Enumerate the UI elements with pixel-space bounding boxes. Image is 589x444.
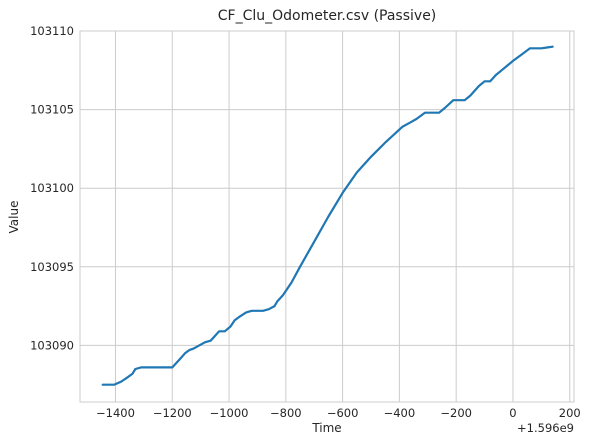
x-tick-label: −800	[270, 406, 302, 420]
x-axis-label: Time	[311, 421, 341, 435]
x-tick-label: −400	[384, 406, 416, 420]
y-axis-label: Value	[7, 201, 21, 234]
x-tick-label: −600	[327, 406, 359, 420]
x-tick-label: −1200	[153, 406, 192, 420]
y-tick-label: 103110	[30, 24, 74, 38]
x-tick-label: −1400	[96, 406, 135, 420]
x-tick-label: −200	[440, 406, 472, 420]
tick-label-layer: −1400 −1200 −1000 −800 −600 −400 −200 0 200 10309…	[30, 24, 581, 420]
x-axis-offset-label: +1.596e9	[517, 421, 574, 435]
y-tick-label: 103100	[30, 181, 74, 195]
series-line	[101, 45, 554, 386]
x-tick-label: −1000	[210, 406, 249, 420]
y-tick-label: 103090	[30, 338, 74, 352]
y-tick-label: 103095	[30, 260, 74, 274]
series-layer	[101, 45, 554, 386]
chart-title: CF_Clu_Odometer.csv (Passive)	[218, 8, 437, 24]
y-tick-label: 103105	[30, 103, 74, 117]
x-tick-label: 0	[509, 406, 516, 420]
x-tick-label: 200	[559, 406, 581, 420]
plot-area-frame	[79, 30, 575, 403]
